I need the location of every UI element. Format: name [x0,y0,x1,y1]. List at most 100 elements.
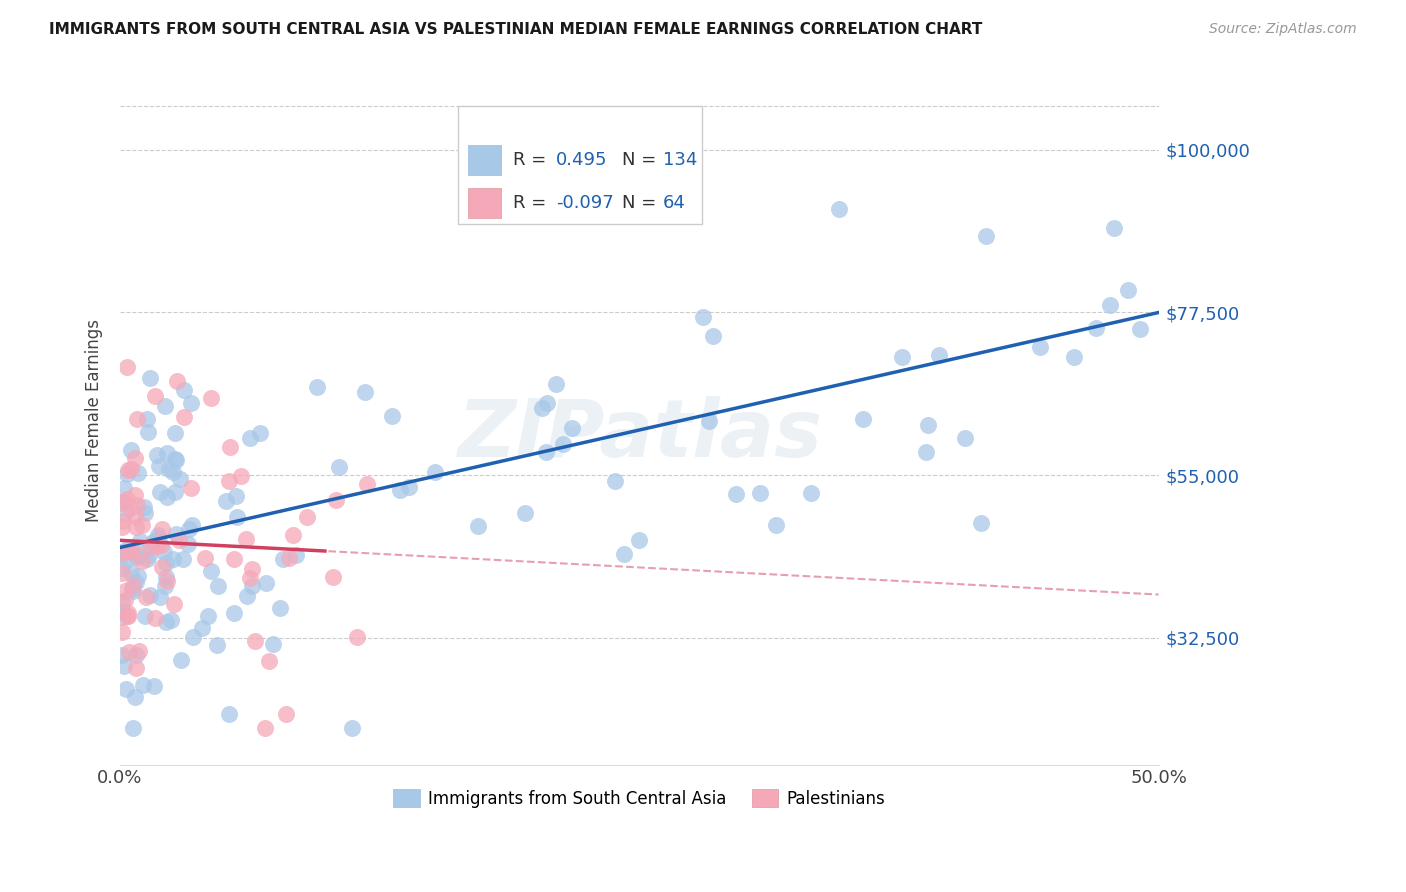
Point [111,561,134,575]
Text: -0.097: -0.097 [557,194,614,212]
Point [425,465,447,479]
Point [163,598,186,612]
Point [129,534,152,549]
Point [131,554,153,568]
Point [112,481,135,495]
Point [155,556,177,570]
Point [124,450,146,465]
Point [254,576,277,591]
Point [159,614,181,628]
Point [222,551,245,566]
Point [111,566,134,581]
Point [112,610,135,624]
Point [974,228,997,243]
Point [124,690,146,704]
Text: 0.495: 0.495 [557,151,607,169]
Point [136,412,159,426]
Point [112,659,135,673]
Point [1116,283,1139,297]
Point [1129,321,1152,335]
Point [145,538,167,552]
Point [149,484,172,499]
Point [121,582,143,596]
Point [166,374,188,388]
Point [340,722,363,736]
Point [218,440,240,454]
Point [148,458,170,473]
Point [143,611,166,625]
Point [124,661,146,675]
Point [114,592,136,607]
Point [165,453,187,467]
Point [240,578,263,592]
Point [117,463,139,477]
Point [127,466,149,480]
Point [120,461,142,475]
Point [194,551,217,566]
Point [1063,350,1085,364]
Point [953,431,976,445]
Point [139,541,162,555]
Point [276,706,298,721]
Point [124,488,146,502]
Text: 64: 64 [664,194,686,212]
Point [628,533,651,548]
Point [692,310,714,325]
Point [117,541,139,556]
Point [122,578,145,592]
Point [356,477,378,491]
Point [121,545,143,559]
Point [238,431,260,445]
Point [124,520,146,534]
Point [111,595,134,609]
Text: R =: R = [513,194,546,212]
Point [111,648,134,663]
Point [173,552,195,566]
Point [915,445,938,459]
Point [165,485,187,500]
Point [155,570,177,584]
Point [222,606,245,620]
Point [156,491,179,505]
Point [118,543,141,558]
Point [111,496,134,510]
Point [134,500,156,514]
Point [534,445,557,459]
Point [117,606,139,620]
Point [284,548,307,562]
Point [134,506,156,520]
Point [124,575,146,590]
Point [181,630,204,644]
Point [111,625,134,640]
Point [111,520,134,534]
Point [118,645,141,659]
Point [148,531,170,545]
Point [200,391,222,405]
Point [226,510,249,524]
Point [281,528,304,542]
Point [553,437,575,451]
Text: N =: N = [621,194,655,212]
Point [380,409,402,424]
Point [157,461,180,475]
Point [297,509,319,524]
Point [180,481,202,495]
Point [150,522,173,536]
Text: ZIPatlas: ZIPatlas [457,396,821,474]
Point [259,654,281,668]
Text: 134: 134 [664,151,697,169]
Point [307,380,329,394]
Point [125,550,148,565]
Point [165,452,187,467]
Point [271,552,294,566]
Point [173,409,195,424]
Point [325,492,347,507]
FancyBboxPatch shape [468,188,501,219]
Point [215,494,238,508]
Point [702,329,724,343]
FancyBboxPatch shape [468,145,501,175]
Point [346,630,368,644]
Point [613,547,636,561]
Point [249,426,271,441]
Point [800,486,823,500]
